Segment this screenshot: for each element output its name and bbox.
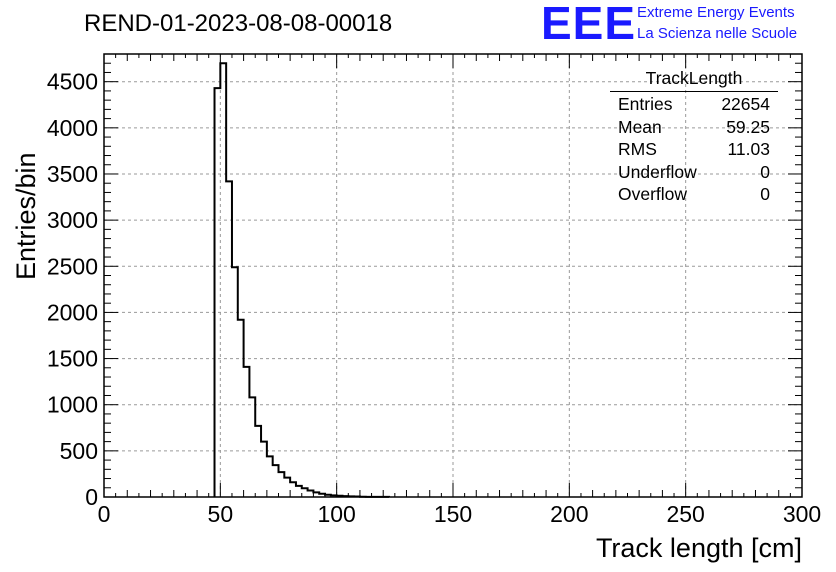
x-tick-label: 50: [208, 501, 234, 527]
grid-lines: [104, 54, 802, 497]
y-tick-label: 1000: [47, 392, 98, 418]
y-tick-label: 3000: [47, 207, 98, 233]
x-axis-ticks: 0 50 100 150 200 250 300: [98, 54, 821, 527]
stats-name: TrackLength: [610, 68, 778, 92]
y-tick-label: 2000: [47, 299, 98, 325]
stats-label: Mean: [618, 116, 662, 137]
x-tick-label: 200: [550, 501, 588, 527]
stats-value: 11.03: [727, 139, 771, 159]
stats-row-underflow: Underflow 0: [610, 161, 778, 184]
x-tick-label: 0: [98, 501, 111, 527]
eee-logo: EEE: [541, 0, 637, 49]
stats-label: Entries: [618, 94, 673, 114]
stats-value: 0: [760, 161, 770, 182]
y-tick-label: 0: [85, 484, 98, 510]
stats-value: 59.25: [726, 116, 770, 137]
x-tick-label: 100: [317, 501, 355, 527]
stats-row-overflow: Overflow 0: [610, 183, 778, 206]
y-tick-label: 2500: [47, 253, 98, 279]
stats-value: 0: [760, 184, 770, 204]
stats-label: Underflow: [618, 161, 697, 182]
stats-label: RMS: [618, 139, 657, 159]
stats-box: TrackLength Entries 22654 Mean 59.25 RMS 11…: [610, 68, 778, 206]
x-axis-label: Track length [cm]: [595, 533, 802, 563]
stats-row-entries: Entries 22654: [610, 93, 778, 116]
stats-label: Overflow: [618, 184, 688, 204]
x-tick-label: 300: [783, 501, 821, 527]
stats-row-mean: Mean 59.25: [610, 116, 778, 139]
y-tick-label: 500: [60, 438, 98, 464]
x-tick-label: 250: [666, 501, 704, 527]
y-axis-ticks: 0 500 1000 1500 2000 2500 3000 3500 4000 4500: [47, 53, 802, 510]
stats-value: 22654: [721, 94, 770, 114]
y-tick-label: 1500: [47, 346, 98, 372]
y-axis-label-wrap: Entries/bin: [5, 100, 45, 280]
y-tick-label: 4500: [47, 69, 98, 95]
x-tick-label: 150: [434, 501, 472, 527]
y-tick-label: 3500: [47, 161, 98, 187]
chart-title: REND-01-2023-08-08-00018: [84, 10, 393, 37]
stats-row-rms: RMS 11.03: [610, 138, 778, 161]
y-tick-label: 4000: [47, 115, 98, 141]
logo-line-1: Extreme Energy Events: [637, 4, 795, 21]
logo-line-2: La Scienza nelle Scuole: [637, 25, 798, 42]
y-axis-label: Entries/bin: [11, 152, 41, 280]
